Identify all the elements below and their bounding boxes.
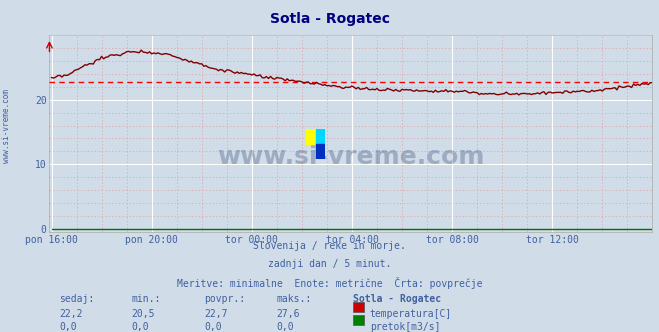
Bar xyxy=(316,144,325,159)
Bar xyxy=(306,129,316,144)
Text: 22,2: 22,2 xyxy=(59,309,83,319)
Text: maks.:: maks.: xyxy=(277,294,312,304)
Text: 22,7: 22,7 xyxy=(204,309,228,319)
Text: sedaj:: sedaj: xyxy=(59,294,94,304)
Text: Sotla - Rogatec: Sotla - Rogatec xyxy=(270,12,389,26)
Text: zadnji dan / 5 minut.: zadnji dan / 5 minut. xyxy=(268,259,391,269)
Text: temperatura[C]: temperatura[C] xyxy=(370,309,452,319)
Text: 27,6: 27,6 xyxy=(277,309,301,319)
Text: 0,0: 0,0 xyxy=(277,322,295,332)
Text: Meritve: minimalne  Enote: metrične  Črta: povprečje: Meritve: minimalne Enote: metrične Črta:… xyxy=(177,277,482,289)
Text: 0,0: 0,0 xyxy=(204,322,222,332)
Bar xyxy=(316,129,325,144)
Text: www.si-vreme.com: www.si-vreme.com xyxy=(217,145,484,169)
Text: povpr.:: povpr.: xyxy=(204,294,245,304)
Text: pretok[m3/s]: pretok[m3/s] xyxy=(370,322,440,332)
Text: 0,0: 0,0 xyxy=(59,322,77,332)
Text: www.si-vreme.com: www.si-vreme.com xyxy=(2,89,11,163)
Text: Slovenija / reke in morje.: Slovenija / reke in morje. xyxy=(253,241,406,251)
Text: 20,5: 20,5 xyxy=(132,309,156,319)
Text: min.:: min.: xyxy=(132,294,161,304)
Text: Sotla - Rogatec: Sotla - Rogatec xyxy=(353,294,441,304)
Text: 0,0: 0,0 xyxy=(132,322,150,332)
